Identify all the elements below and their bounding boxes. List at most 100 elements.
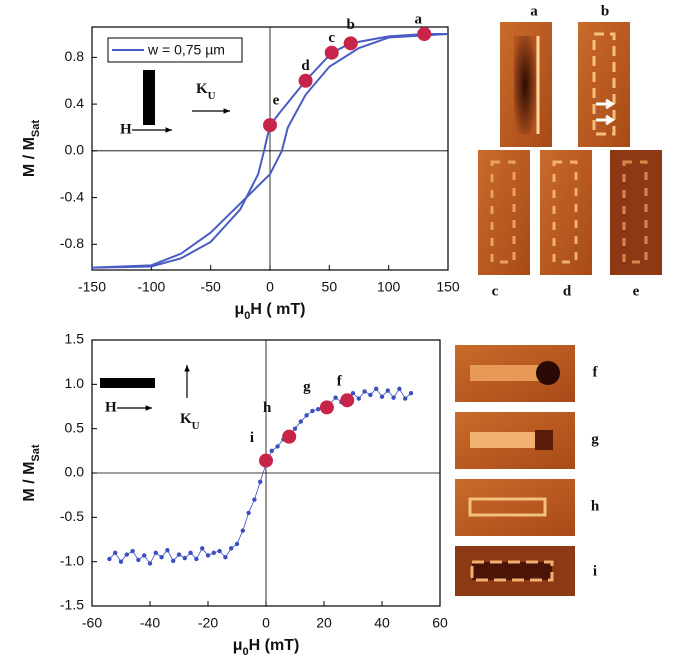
y-axis-title: M / MSat bbox=[21, 120, 42, 177]
x-tick-label: 50 bbox=[322, 279, 338, 295]
panel-label: b bbox=[601, 3, 609, 19]
data-point bbox=[397, 386, 402, 391]
arrow-head bbox=[184, 365, 190, 372]
marker-label: i bbox=[250, 430, 254, 446]
y-tick-label: -0.8 bbox=[60, 235, 84, 251]
data-point bbox=[200, 546, 205, 551]
data-point bbox=[350, 391, 356, 396]
text-part: M / M bbox=[21, 137, 38, 177]
mfm-images-bottom bbox=[455, 345, 575, 596]
marker bbox=[343, 36, 358, 51]
data-point bbox=[130, 548, 135, 554]
y-tick-label: -1.0 bbox=[60, 552, 84, 568]
data-point bbox=[136, 557, 141, 563]
x-tick-label: 0 bbox=[262, 615, 270, 631]
data-point bbox=[113, 550, 118, 555]
marker bbox=[324, 45, 339, 60]
anisotropy-label: KU bbox=[180, 411, 200, 431]
data-point bbox=[292, 426, 298, 431]
data-point bbox=[403, 396, 408, 401]
marker bbox=[298, 73, 313, 88]
data-point bbox=[316, 406, 321, 412]
text-part: μ bbox=[234, 301, 244, 318]
panel-label: g bbox=[591, 431, 599, 447]
data-point bbox=[240, 528, 245, 533]
data-point bbox=[252, 497, 257, 502]
panel-label: d bbox=[563, 283, 572, 299]
y-tick-label: -0.4 bbox=[60, 188, 84, 204]
marker bbox=[282, 429, 297, 444]
subscript: 0 bbox=[243, 646, 249, 658]
x-tick-label: -50 bbox=[201, 279, 221, 295]
subscript: U bbox=[208, 90, 216, 102]
data-point bbox=[229, 546, 234, 551]
arrow-head bbox=[223, 108, 230, 114]
marker-label: f bbox=[337, 374, 343, 390]
data-point bbox=[165, 547, 170, 553]
x-axis-title: μ0H (mT) bbox=[233, 637, 300, 658]
x-tick-label: 100 bbox=[377, 279, 401, 295]
marker-label: a bbox=[415, 11, 423, 27]
panel-label: e bbox=[633, 283, 640, 299]
data-point bbox=[362, 389, 367, 394]
field-label: H bbox=[105, 399, 117, 415]
data-point bbox=[159, 555, 164, 560]
x-tick-label: 150 bbox=[436, 279, 460, 295]
data-point bbox=[118, 559, 124, 564]
stripe-icon bbox=[100, 378, 155, 388]
marker-label: d bbox=[301, 58, 310, 74]
data-point bbox=[333, 395, 338, 400]
data-point bbox=[217, 548, 222, 554]
mfm-images-top bbox=[478, 22, 662, 275]
panel-label: i bbox=[593, 563, 597, 579]
data-point bbox=[107, 556, 112, 562]
data-point bbox=[269, 448, 274, 454]
y-tick-label: -0.5 bbox=[60, 508, 84, 524]
anisotropy-label: KU bbox=[196, 81, 216, 101]
y-tick-label: 0.5 bbox=[65, 419, 85, 435]
data-point bbox=[182, 555, 187, 561]
x-tick-label: -20 bbox=[198, 615, 218, 631]
data-point bbox=[356, 396, 361, 401]
marker-label: g bbox=[303, 379, 311, 395]
marker bbox=[417, 27, 432, 42]
y-tick-label: 1.0 bbox=[65, 375, 85, 391]
y-tick-label: 0.8 bbox=[65, 48, 85, 64]
data-point bbox=[258, 479, 263, 485]
series-line bbox=[91, 33, 449, 269]
data-point bbox=[374, 386, 379, 391]
x-axis-title: μ0H ( mT) bbox=[234, 301, 305, 322]
field-label: H bbox=[120, 121, 132, 137]
stripe-icon bbox=[143, 70, 155, 125]
x-tick-label: 20 bbox=[316, 615, 332, 631]
text-part: H ( mT) bbox=[250, 301, 305, 318]
x-tick-label: 0 bbox=[266, 279, 274, 295]
marker bbox=[319, 400, 334, 415]
data-point bbox=[310, 408, 315, 414]
data-point bbox=[153, 550, 158, 555]
marker-label: b bbox=[347, 17, 355, 33]
y-tick-label: 0.4 bbox=[65, 95, 85, 111]
marker-label: h bbox=[263, 400, 272, 416]
y-axis-title: M / MSat bbox=[21, 444, 42, 501]
data-point bbox=[298, 419, 303, 424]
data-point bbox=[205, 553, 211, 558]
marker-label: c bbox=[328, 30, 335, 46]
panel-label: h bbox=[591, 498, 600, 514]
data-point bbox=[408, 391, 414, 396]
marker bbox=[340, 393, 355, 408]
panel-label: a bbox=[530, 3, 538, 19]
data-point bbox=[147, 561, 153, 566]
x-tick-label: 40 bbox=[374, 615, 390, 631]
data-point bbox=[124, 552, 129, 557]
data-point bbox=[142, 553, 147, 558]
series-line bbox=[109, 388, 412, 565]
marker bbox=[263, 118, 277, 133]
x-tick-label: -150 bbox=[78, 279, 106, 295]
subscript: 0 bbox=[244, 310, 250, 322]
data-point bbox=[391, 395, 396, 400]
data-point bbox=[246, 510, 251, 516]
y-tick-label: 0.0 bbox=[65, 142, 85, 158]
